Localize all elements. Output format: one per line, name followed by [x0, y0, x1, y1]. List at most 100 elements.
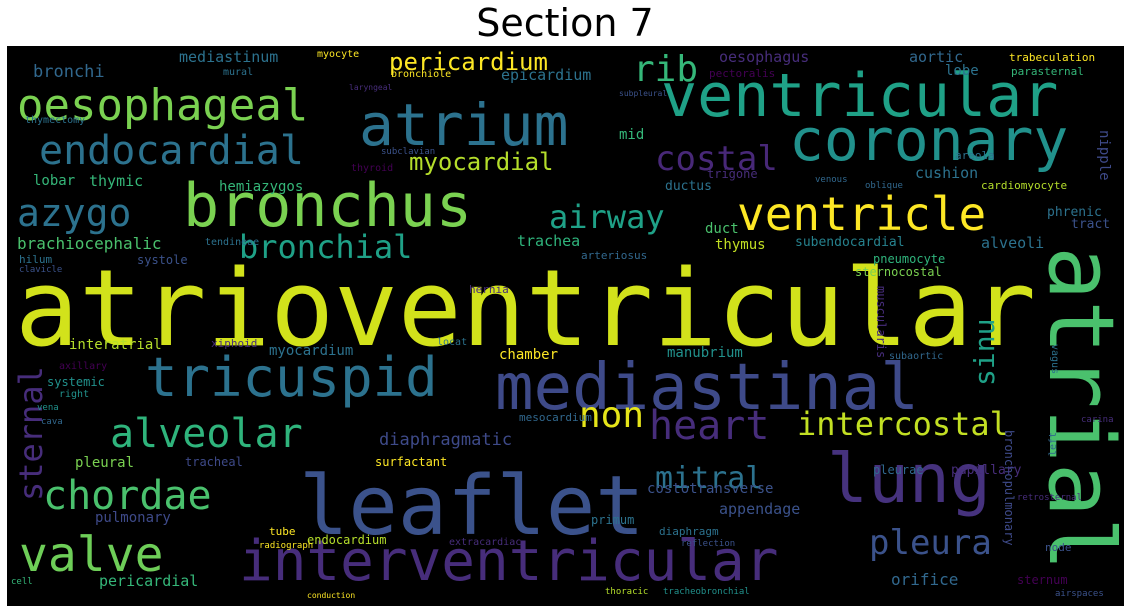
word-radiograph: radiograph — [259, 541, 314, 551]
word-mid: mid — [619, 127, 645, 143]
word-primum: primum — [591, 513, 635, 527]
word-chamber: chamber — [499, 347, 559, 363]
word-costotransverse: costotransverse — [647, 481, 774, 497]
word-venous: venous — [815, 175, 848, 185]
word-non: non — [579, 395, 645, 436]
word-arteriosus: arteriosus — [581, 249, 648, 262]
word-pericardium: pericardium — [389, 48, 548, 76]
word-airway: airway — [549, 198, 665, 236]
word-trigone: trigone — [707, 167, 758, 181]
word-papillary: papillary — [951, 463, 1022, 478]
word-extracardiac: extracardiac — [449, 537, 522, 548]
word-areola: areola — [955, 149, 995, 162]
word-cushion: cushion — [915, 164, 979, 182]
word-pneumocyte: pneumocyte — [873, 252, 946, 266]
word-cava: cava — [41, 417, 63, 427]
word-tendineae: tendineae — [205, 237, 260, 248]
word-lobe: lobe — [945, 63, 979, 79]
word-pleura: pleura — [869, 523, 992, 563]
word-pleurae: pleurae — [873, 463, 924, 477]
word-bronchial: bronchial — [239, 228, 413, 266]
word-diaphragm: diaphragm — [659, 525, 719, 538]
word-subendocardial: subendocardial — [795, 235, 905, 250]
word-myocardium: myocardium — [269, 343, 354, 359]
word-oblique: oblique — [865, 181, 903, 191]
word-vena: vena — [37, 403, 59, 413]
word-cloud: atrioventricular atrial leaflet mediasti… — [7, 46, 1124, 606]
word-tracheal: tracheal — [185, 455, 243, 469]
word-pulmonary: pulmonary — [95, 510, 171, 526]
word-bronchi: bronchi — [33, 62, 105, 82]
word-sinu: sinu — [968, 318, 1001, 386]
word-appendage: appendage — [719, 500, 801, 518]
word-coronary: coronary — [789, 106, 1069, 174]
word-duct: duct — [705, 221, 739, 237]
word-phrenic: phrenic — [1047, 205, 1102, 220]
word-tracheobronchial: tracheobronchial — [663, 587, 750, 597]
word-thymus: thymus — [715, 237, 766, 253]
word-atrial: atrial — [1028, 246, 1124, 572]
word-conduction: conduction — [307, 591, 356, 600]
word-pleural: pleural — [75, 455, 135, 471]
word-oesophagus: oesophagus — [719, 48, 810, 66]
word-reflection: reflection — [681, 539, 736, 549]
word-parasternal: parasternal — [1011, 65, 1084, 78]
word-sternocostal: sternocostal — [855, 265, 942, 279]
word-mural: mural — [223, 67, 254, 78]
word-tricuspid: tricuspid — [145, 346, 438, 409]
word-sternum: sternum — [1017, 573, 1068, 587]
word-systole: systole — [137, 253, 188, 267]
word-orifice: orifice — [891, 570, 959, 589]
word-surfactant: surfactant — [375, 455, 448, 469]
word-airspaces: airspaces — [1055, 589, 1104, 599]
word-manubrium: manubrium — [667, 345, 743, 361]
word-bronchopulmonary: bronchopulmonary — [1002, 430, 1016, 546]
word-cell: cell — [11, 577, 33, 587]
word-heart: heart — [649, 403, 770, 449]
word-subaortic: subaortic — [889, 351, 944, 362]
word-trabeculation: trabeculation — [1009, 51, 1096, 64]
word-muscularis: muscularis — [874, 286, 888, 359]
word-chordae: chordae — [43, 473, 212, 519]
word-carina: carina — [1081, 415, 1114, 425]
word-pericardial: pericardial — [99, 572, 199, 590]
word-diaphragmatic: diaphragmatic — [379, 430, 513, 450]
word-alveoli: alveoli — [981, 234, 1045, 252]
word-oesophageal: oesophageal — [17, 80, 309, 131]
word-thymic: thymic — [89, 172, 144, 190]
word-endocardium: endocardium — [307, 533, 387, 547]
word-interventricular: interventricular — [239, 529, 779, 594]
word-bronchus: bronchus — [183, 171, 472, 241]
word-vagus: vagus — [1049, 344, 1060, 375]
word-azygo: azygo — [17, 191, 132, 235]
word-trachea: trachea — [517, 232, 581, 250]
word-epicardium: epicardium — [501, 66, 592, 84]
word-aortic: aortic — [909, 48, 964, 66]
word-tract: tract — [1071, 217, 1111, 232]
word-subpleural: subpleural — [619, 89, 668, 98]
word-systemic: systemic — [47, 375, 105, 389]
word-lobar: lobar — [33, 173, 76, 189]
word-alveolar: alveolar — [110, 411, 303, 457]
word-mesocardium: mesocardium — [519, 411, 592, 424]
word-ventricle: ventricle — [737, 187, 987, 241]
word-myocyte: myocyte — [317, 49, 360, 60]
word-hemiazygos: hemiazygos — [219, 179, 304, 195]
word-costal: costal — [655, 139, 778, 179]
word-node: node — [1045, 541, 1072, 554]
word-hilum: hilum — [19, 253, 53, 266]
word-xiphoid: xiphoid — [211, 337, 258, 350]
word-rib: rib — [633, 49, 699, 90]
word-valve: valve — [19, 527, 164, 583]
word-ventricular: ventricular — [661, 61, 1059, 131]
word-mediastinal: mediastinal — [495, 351, 919, 425]
word-left: left — [1048, 431, 1059, 456]
word-sternal: sternal — [12, 366, 50, 501]
word-myocardial: myocardial — [409, 148, 554, 176]
word-intercostal: intercostal — [797, 405, 1009, 443]
word-axillary: axillary — [59, 361, 108, 372]
word-atrium: atrium — [359, 91, 569, 159]
word-lung: lung — [827, 440, 991, 519]
word-leaflet: leaflet — [299, 459, 645, 554]
word-mediastinum: mediastinum — [179, 48, 279, 66]
